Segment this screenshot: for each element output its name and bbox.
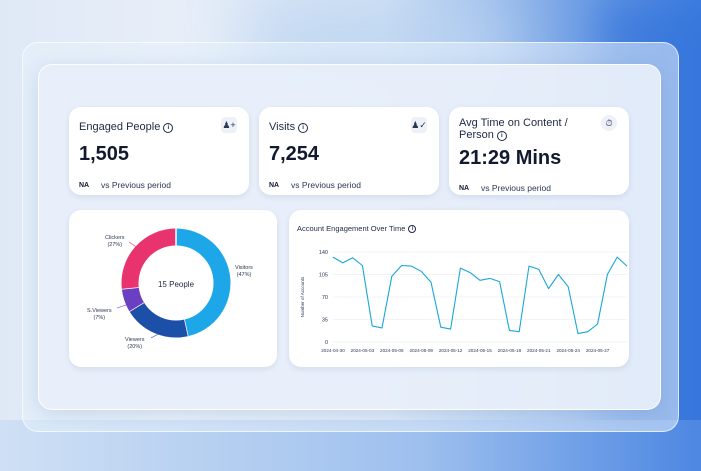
x-tick-label: 2024-05-18 (498, 348, 522, 353)
kpi-card-engaged-people[interactable]: Engaged People i ♟+ 1,505 NA vs Previous … (69, 107, 249, 195)
x-tick-label: 2024-05-24 (556, 348, 580, 353)
info-icon[interactable]: i (163, 123, 174, 133)
info-icon[interactable]: i (496, 131, 507, 141)
series-line (332, 256, 628, 335)
kpi-title: Engaged People i (79, 121, 174, 133)
x-tick-label: 2024-05-15 (468, 348, 492, 353)
segment-label-viewers: Viewers (20%) (125, 337, 145, 350)
y-tick-label: 140 (319, 250, 328, 256)
kpi-card-visits[interactable]: Visits i ♟✓ 7,254 NA vs Previous period (259, 107, 439, 195)
y-axis-label: Number of Accounts (300, 276, 305, 317)
y-tick-label: 70 (322, 295, 328, 301)
kpi-card-avg-time[interactable]: Avg Time on Content / Person i ⏱ 21:29 Min… (449, 107, 629, 195)
x-tick-label: 2024-05-06 (380, 348, 404, 353)
donut-center-label: 15 People (158, 280, 195, 289)
donut-chart-card: 15 People Visitors (47%) Viewers (20%) S.V… (69, 210, 277, 367)
line-chart: 140 105 70 35 0 Number of Accounts 2024-04-30 2… (300, 250, 628, 353)
x-tick-label: 2024-04-30 (321, 348, 345, 353)
segment-label-visitors: Visitors (47%) (235, 265, 253, 278)
dashboard-panel: Engaged People i ♟+ 1,505 NA vs Previous … (38, 64, 661, 410)
person-check-icon[interactable]: ♟✓ (411, 117, 427, 133)
donut-segment-viewers[interactable] (129, 302, 188, 338)
y-tick-label: 0 (325, 340, 328, 346)
kpi-value: 1,505 (79, 143, 130, 165)
line-chart-card: Account Engagement Over Time i 140 105 70 35… (289, 210, 629, 367)
info-icon[interactable]: i (408, 225, 417, 233)
y-tick-label: 35 (322, 318, 328, 324)
kpi-na: NA (459, 185, 470, 192)
add-person-icon[interactable]: ♟+ (221, 117, 237, 133)
chart-title: Account Engagement Over Time i (297, 224, 417, 233)
timer-icon[interactable]: ⏱ (601, 115, 617, 131)
donut-segment-clickers[interactable] (121, 228, 177, 289)
donut-chart: 15 People (116, 228, 231, 339)
x-tick-label: 2024-05-09 (409, 348, 433, 353)
segment-label-clickers: Clickers (27%) (105, 235, 125, 248)
segment-label-s-viewers: S.Viewers (7%) (87, 308, 112, 321)
donut-segment-visitors[interactable] (175, 228, 231, 337)
kpi-title: Visits i (269, 121, 309, 133)
kpi-na: NA (269, 182, 280, 189)
x-tick-label: 2024-05-03 (351, 348, 375, 353)
kpi-na: NA (79, 182, 90, 189)
x-tick-label: 2024-05-27 (586, 348, 610, 353)
kpi-compare: vs Previous period (101, 180, 171, 190)
y-tick-label: 105 (319, 273, 328, 279)
kpi-value: 7,254 (269, 143, 320, 165)
kpi-compare: vs Previous period (291, 180, 361, 190)
kpi-compare: vs Previous period (481, 183, 551, 193)
kpi-title: Avg Time on Content / Person i (459, 117, 568, 141)
kpi-value: 21:29 Mins (459, 147, 562, 169)
x-tick-label: 2024-05-12 (439, 348, 463, 353)
info-icon[interactable]: i (298, 123, 309, 133)
donut-segment-s-viewers[interactable] (121, 286, 145, 312)
x-tick-label: 2024-05-21 (527, 348, 551, 353)
